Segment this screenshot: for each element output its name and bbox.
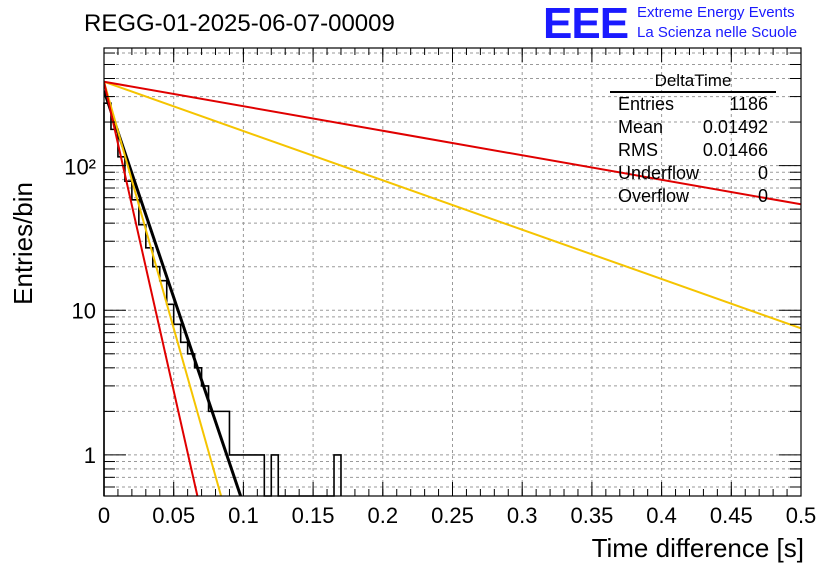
logo-line-2: La Scienza nelle Scuole [637, 24, 798, 41]
stats-value: 0.01466 [702, 140, 768, 160]
fit-gold-shallow-line [104, 80, 801, 330]
stats-row: Underflow 0 [610, 162, 776, 185]
stats-title: DeltaTime [654, 71, 732, 90]
stats-divider [610, 91, 776, 93]
stats-value: 0 [757, 186, 768, 206]
fit-gold-steep-line [104, 81, 223, 496]
stats-label: Entries [618, 94, 675, 114]
y-tick-label: 10² [64, 155, 96, 180]
x-tick-label: 0.35 [570, 503, 613, 528]
fit-red-steep-line [104, 81, 199, 496]
logo-line-1: Extreme Energy Events [637, 4, 795, 21]
stats-value: 0.01492 [702, 117, 768, 137]
histogram-bin [195, 368, 202, 496]
y-axis-label: Entries/bin [8, 182, 38, 305]
y-tick-label: 10 [72, 298, 96, 323]
histogram-bin [111, 129, 118, 496]
histogram-layer [103, 102, 342, 497]
stats-value: 0 [757, 163, 768, 183]
x-tick-label: 0.1 [228, 503, 259, 528]
x-tick-label: 0.05 [152, 503, 195, 528]
histogram-bin [118, 157, 125, 496]
x-tick-label: 0.2 [368, 503, 399, 528]
stats-label: RMS [618, 140, 658, 160]
stats-box: DeltaTime Entries 1186 Mean 0.01492 RMS … [610, 72, 776, 208]
histogram-bin [104, 103, 111, 496]
stats-label: Mean [618, 117, 664, 137]
histogram-bin [160, 281, 167, 496]
histogram-bin [125, 181, 132, 496]
x-axis-label: Time difference [s] [591, 533, 804, 563]
x-tick-label: 0.3 [507, 503, 538, 528]
x-tick-label: 0.4 [646, 503, 677, 528]
x-tick-label: 0.5 [786, 503, 817, 528]
stats-row: Mean 0.01492 [610, 116, 776, 139]
x-tick-label: 0.15 [292, 503, 335, 528]
x-tick-label: 0.45 [710, 503, 753, 528]
histogram-outline [103, 102, 342, 497]
stats-row: Overflow 0 [610, 185, 776, 208]
tick-label-layer: 0 0.05 0.1 0.15 0.2 0.25 0.3 0.35 0.4 0.45 0.5 1 10 1… [64, 155, 816, 528]
x-tick-label: 0 [98, 503, 110, 528]
stats-row: Entries 1186 [610, 93, 776, 116]
x-tick-label: 0.25 [431, 503, 474, 528]
fit-red-shallow-line [104, 80, 801, 206]
y-tick-label: 1 [84, 443, 96, 468]
stats-value: 1186 [729, 94, 768, 114]
histogram-bin [132, 200, 139, 496]
fit-black-line [104, 90, 243, 496]
eee-logo: EEE [543, 0, 629, 48]
stats-label: Underflow [618, 163, 700, 183]
stats-row: RMS 0.01466 [610, 139, 776, 162]
tick-layer [103, 48, 802, 496]
stats-label: Overflow [618, 186, 690, 206]
chart-title: REGG-01-2025-06-07-00009 [84, 10, 395, 37]
fit-lines-layer [104, 80, 801, 496]
